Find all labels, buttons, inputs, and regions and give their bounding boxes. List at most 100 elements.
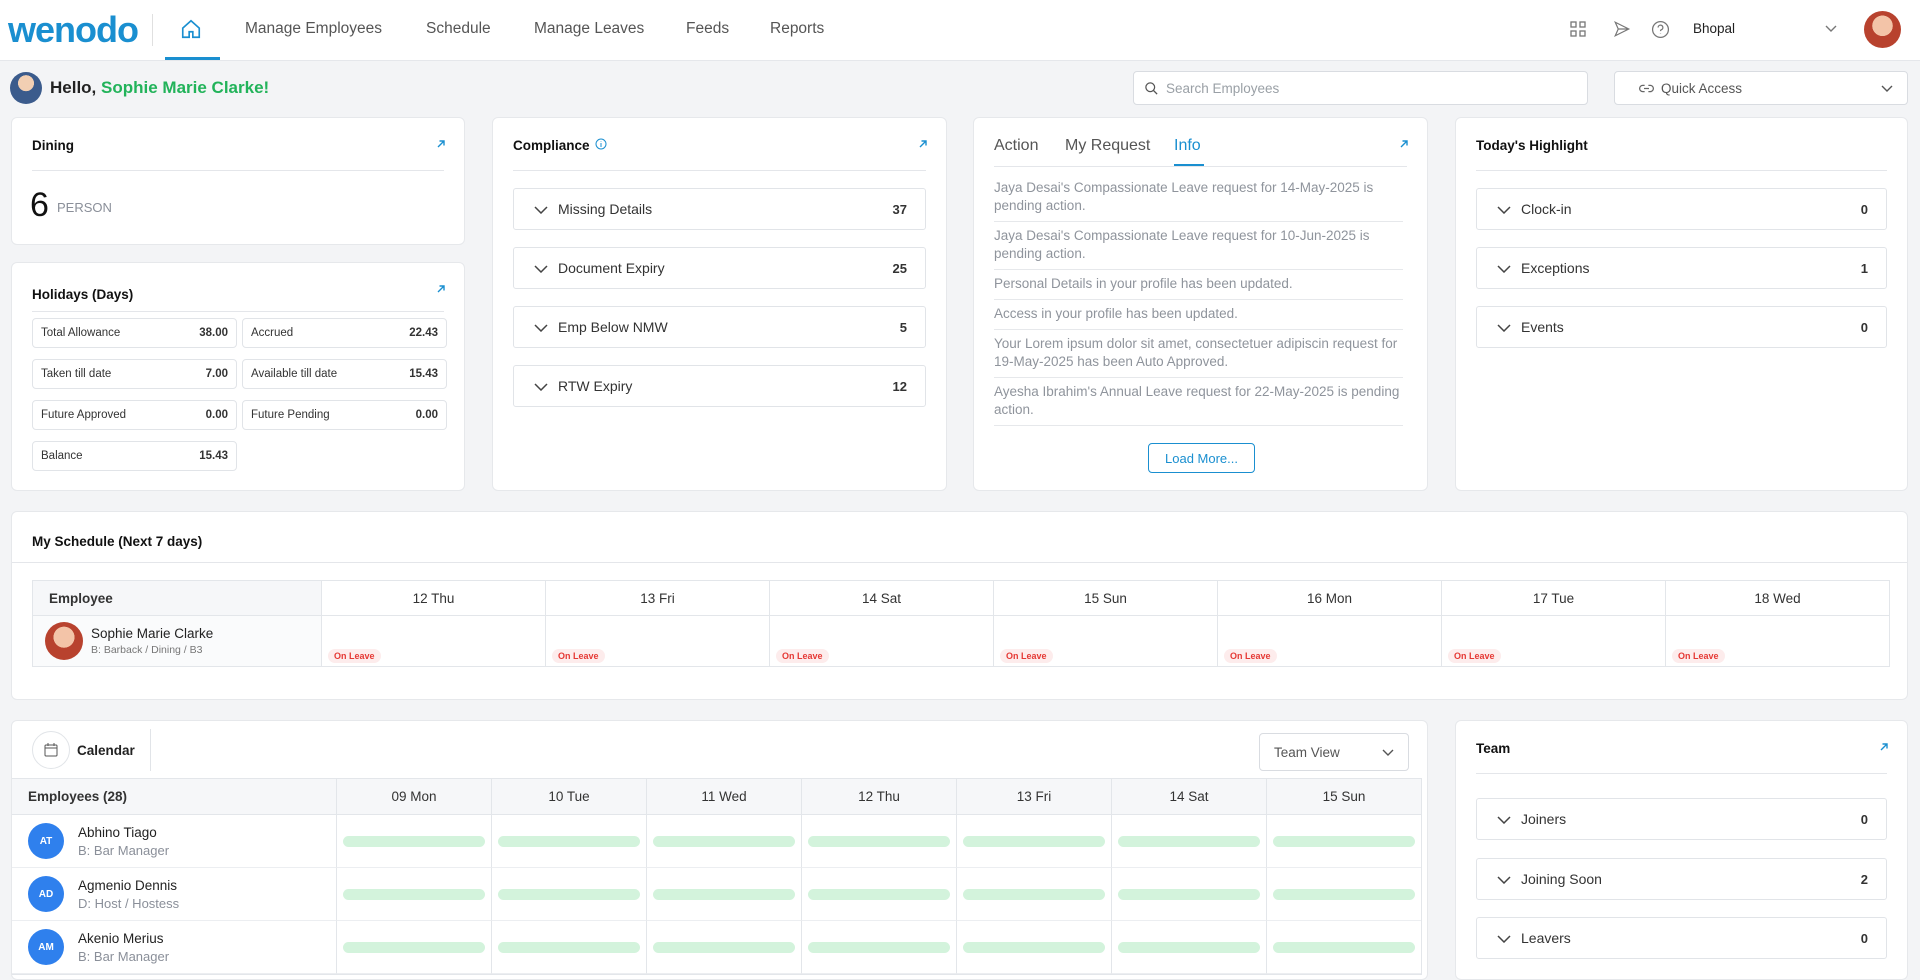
home-icon[interactable] bbox=[180, 18, 202, 40]
expand-link[interactable] bbox=[436, 136, 446, 154]
holiday-label: Accrued bbox=[251, 327, 294, 339]
column-header: Employees (28) bbox=[12, 779, 336, 815]
accordion-row[interactable]: Leavers 0 bbox=[1476, 917, 1887, 959]
holiday-label: Future Approved bbox=[41, 409, 127, 421]
nav-item[interactable]: Manage Leaves bbox=[534, 20, 645, 37]
schedule-cell: On Leave bbox=[545, 616, 769, 666]
employee-name: Agmenio Dennis bbox=[78, 877, 178, 893]
apps-icon[interactable] bbox=[1570, 21, 1586, 37]
divider bbox=[32, 311, 444, 312]
chevron bbox=[514, 201, 548, 217]
nav-item[interactable]: Schedule bbox=[426, 20, 491, 37]
location-chevron[interactable] bbox=[1825, 25, 1837, 33]
holiday-item: Available till date 15.43 bbox=[242, 359, 447, 389]
accordion-row[interactable]: Emp Below NMW 5 bbox=[513, 306, 926, 348]
schedule-cell: On Leave bbox=[993, 616, 1217, 666]
calendar-cell bbox=[956, 921, 1111, 974]
chevron bbox=[1477, 871, 1511, 887]
view-select[interactable]: Team View bbox=[1259, 733, 1409, 771]
tab[interactable]: Action bbox=[994, 137, 1039, 154]
quick-chevron bbox=[1881, 85, 1893, 92]
holiday-value: 38.00 bbox=[199, 327, 228, 339]
calendar-cell bbox=[956, 868, 1111, 921]
schedule-cell: On Leave bbox=[321, 616, 545, 666]
calendar-cell bbox=[1111, 921, 1266, 974]
chevron bbox=[514, 378, 548, 394]
schedule-cell: On Leave bbox=[769, 616, 993, 666]
divider bbox=[1476, 170, 1887, 171]
nav-item[interactable]: Reports bbox=[770, 20, 825, 37]
holiday-label: Taken till date bbox=[41, 368, 112, 380]
search-box[interactable]: Search Employees bbox=[1133, 71, 1588, 105]
accordion-label: Joining Soon bbox=[1521, 871, 1602, 887]
accordion-count: 2 bbox=[1860, 871, 1868, 887]
accordion-row[interactable]: Document Expiry 25 bbox=[513, 247, 926, 289]
team-card: Team Joiners 0 Joining Soon 2 Leavers 0 bbox=[1455, 720, 1908, 980]
location[interactable]: Bhopal bbox=[1693, 21, 1736, 36]
column-header: 13 Fri bbox=[545, 581, 769, 616]
expand-link[interactable] bbox=[918, 136, 928, 154]
accordion-row[interactable]: Clock-in 0 bbox=[1476, 188, 1887, 230]
send-icon[interactable] bbox=[1613, 20, 1631, 38]
employee-cell: Sophie Marie Clarke B: Barback / Dining /… bbox=[33, 616, 321, 666]
quick-access[interactable]: Quick Access bbox=[1614, 71, 1908, 105]
accordion-row[interactable]: Joiners 0 bbox=[1476, 798, 1887, 840]
accordion-count: 5 bbox=[899, 319, 907, 335]
column-header: 16 Mon bbox=[1217, 581, 1441, 616]
accordion-count: 0 bbox=[1860, 319, 1868, 335]
chevron bbox=[1477, 201, 1511, 217]
expand-link[interactable] bbox=[436, 281, 446, 299]
schedule-cell: On Leave bbox=[1441, 616, 1665, 666]
request-item: Jaya Desai's Compassionate Leave request… bbox=[994, 222, 1403, 270]
shift-bar bbox=[343, 836, 485, 847]
holiday-item: Taken till date 7.00 bbox=[32, 359, 237, 389]
employee-avatar: AM bbox=[28, 929, 64, 965]
request-list: Jaya Desai's Compassionate Leave request… bbox=[994, 174, 1403, 426]
nav-item[interactable]: Feeds bbox=[686, 20, 730, 37]
shift-bar bbox=[808, 836, 950, 847]
load-more-button[interactable]: Load More... bbox=[1148, 443, 1255, 473]
accordion-row[interactable]: Events 0 bbox=[1476, 306, 1887, 348]
quick-access-label: Quick Access bbox=[1661, 81, 1743, 96]
column-header: 13 Fri bbox=[956, 779, 1111, 815]
shift-bar bbox=[963, 889, 1105, 900]
top-nav: wenodo Manage Employees Schedule Manage Lea… bbox=[0, 0, 1920, 61]
holiday-label: Balance bbox=[41, 450, 83, 462]
expand-link[interactable] bbox=[1879, 739, 1889, 757]
expand-link[interactable] bbox=[1399, 136, 1409, 154]
nav-item[interactable]: Manage Employees bbox=[245, 20, 382, 37]
compliance-card: Compliance Missing Details 37 Document Expi… bbox=[492, 117, 947, 491]
column-header: 12 Thu bbox=[321, 581, 545, 616]
accordion-label: RTW Expiry bbox=[558, 378, 633, 394]
employee-role: B: Bar Manager bbox=[78, 842, 170, 858]
request-item: Your Lorem ipsum dolor sit amet, consect… bbox=[994, 330, 1403, 378]
accordion-row[interactable]: RTW Expiry 12 bbox=[513, 365, 926, 407]
shift-bar bbox=[653, 836, 795, 847]
accordion-label: Document Expiry bbox=[558, 260, 665, 276]
column-header: 10 Tue bbox=[491, 779, 646, 815]
tab[interactable]: My Request bbox=[1065, 137, 1151, 154]
help-icon[interactable] bbox=[1651, 20, 1670, 39]
employee-avatar: AT bbox=[28, 823, 64, 859]
leave-badge: On Leave bbox=[776, 649, 829, 663]
schedule-cell: On Leave bbox=[1665, 616, 1889, 666]
greeting-name: Sophie Marie Clarke! bbox=[101, 78, 270, 97]
leave-badge: On Leave bbox=[1448, 649, 1501, 663]
card-title: Compliance bbox=[513, 138, 607, 153]
view-select-label: Team View bbox=[1274, 744, 1340, 760]
chevron bbox=[514, 319, 548, 335]
column-header: 17 Tue bbox=[1441, 581, 1665, 616]
tab-underline bbox=[1174, 164, 1204, 166]
user-avatar[interactable] bbox=[1864, 11, 1901, 48]
search-placeholder: Search Employees bbox=[1166, 81, 1280, 96]
employee-info: Abhino Tiago B: Bar Manager bbox=[78, 825, 169, 858]
accordion-row[interactable]: Joining Soon 2 bbox=[1476, 858, 1887, 900]
column-header: 15 Sun bbox=[993, 581, 1217, 616]
request-item: Jaya Desai's Compassionate Leave request… bbox=[994, 174, 1403, 222]
shift-bar bbox=[1118, 889, 1260, 900]
leave-badge: On Leave bbox=[328, 649, 381, 663]
tab[interactable]: Info bbox=[1174, 137, 1201, 154]
accordion-row[interactable]: Missing Details 37 bbox=[513, 188, 926, 230]
accordion-row[interactable]: Exceptions 1 bbox=[1476, 247, 1887, 289]
accordion-count: 1 bbox=[1860, 260, 1868, 276]
